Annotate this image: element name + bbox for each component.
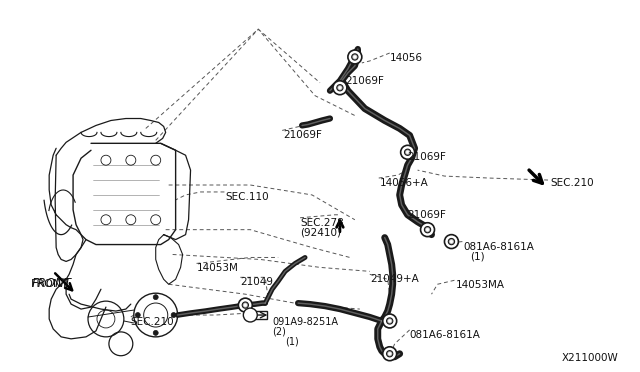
Circle shape — [426, 228, 429, 231]
Circle shape — [153, 295, 158, 299]
Text: X211000W: X211000W — [562, 353, 619, 363]
Circle shape — [448, 238, 454, 245]
Circle shape — [339, 86, 341, 89]
Text: 21069F: 21069F — [283, 131, 322, 140]
Text: (1): (1) — [470, 251, 485, 262]
Circle shape — [171, 312, 176, 318]
Text: SEC.110: SEC.110 — [225, 192, 269, 202]
Circle shape — [352, 54, 358, 60]
Circle shape — [424, 227, 431, 233]
Circle shape — [383, 347, 397, 361]
Circle shape — [244, 304, 247, 307]
Circle shape — [353, 55, 356, 58]
Circle shape — [404, 149, 411, 155]
Circle shape — [388, 352, 391, 355]
Circle shape — [444, 235, 458, 248]
Text: (2): (2) — [272, 327, 286, 337]
Text: 081A6-8161A: 081A6-8161A — [410, 330, 481, 340]
Circle shape — [420, 223, 435, 237]
Text: 21049: 21049 — [241, 277, 273, 287]
Circle shape — [388, 320, 391, 323]
Circle shape — [401, 145, 415, 159]
Circle shape — [153, 330, 158, 336]
Text: (92410): (92410) — [300, 228, 341, 238]
Text: (1): (1) — [285, 337, 299, 347]
Circle shape — [348, 50, 362, 64]
Circle shape — [387, 351, 393, 357]
Text: SEC.210: SEC.210 — [550, 178, 594, 188]
Circle shape — [337, 84, 343, 91]
Text: 21069F: 21069F — [345, 76, 384, 86]
Text: FRONT: FRONT — [31, 279, 69, 289]
Circle shape — [383, 314, 397, 328]
Text: 14053M: 14053M — [196, 263, 239, 273]
Text: 21049+A: 21049+A — [370, 274, 419, 284]
Circle shape — [450, 240, 453, 243]
Text: 21069F: 21069F — [408, 210, 447, 220]
Circle shape — [333, 81, 347, 95]
Circle shape — [242, 302, 248, 308]
Text: 081A6-8161A: 081A6-8161A — [463, 241, 534, 251]
Text: SEC.278: SEC.278 — [300, 218, 344, 228]
Text: 14053MA: 14053MA — [456, 280, 504, 290]
Circle shape — [243, 308, 257, 322]
Circle shape — [238, 298, 252, 312]
Text: 21069F: 21069F — [408, 152, 447, 162]
Text: 14056: 14056 — [390, 53, 422, 63]
Circle shape — [135, 312, 140, 318]
Text: SEC.210: SEC.210 — [131, 317, 175, 327]
Circle shape — [406, 151, 409, 154]
Text: 14056+A: 14056+A — [380, 178, 429, 188]
Text: 091A9-8251A: 091A9-8251A — [272, 317, 338, 327]
Circle shape — [387, 318, 393, 324]
Bar — [253, 311, 268, 319]
Text: FRONT: FRONT — [31, 277, 71, 290]
